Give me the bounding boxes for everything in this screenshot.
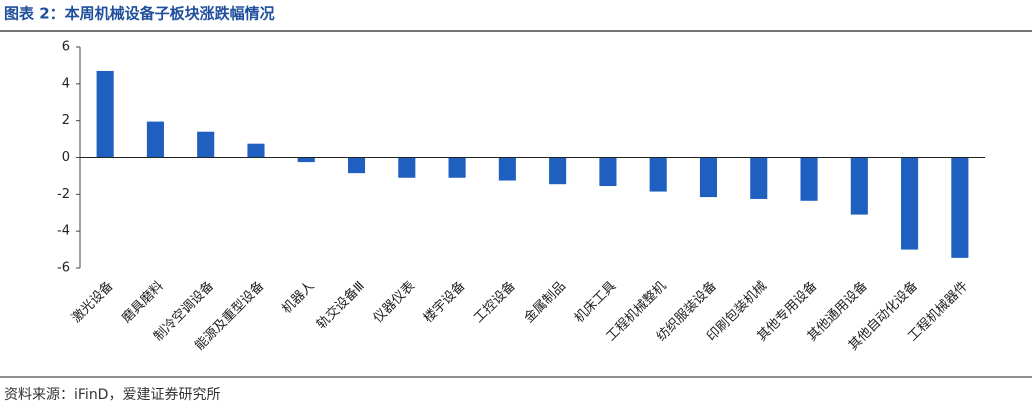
y-tick-label: 4	[62, 76, 70, 91]
bar	[347, 157, 366, 174]
x-tick-label: 机床工具	[572, 279, 619, 326]
bar	[901, 157, 919, 250]
x-tick-label: 工控设备	[471, 278, 519, 326]
x-tick-label: 轨交设备Ⅲ	[313, 278, 367, 332]
bar	[549, 157, 567, 185]
bar	[800, 157, 818, 201]
x-tick-label: 磨具磨料	[119, 279, 166, 326]
y-tick-label: 0	[62, 150, 70, 165]
x-tick-label: 激光设备	[68, 278, 116, 326]
bar	[96, 70, 114, 158]
bar	[146, 121, 164, 158]
bar	[197, 131, 215, 158]
x-tick-label: 机器人	[279, 279, 317, 317]
bar	[750, 157, 768, 199]
x-tick-label: 楼宇设备	[420, 278, 468, 326]
source: 资料来源：iFinD，爱建证券研究所	[4, 387, 220, 403]
bar	[398, 157, 416, 178]
bar	[850, 157, 868, 215]
y-tick-label: -4	[57, 224, 70, 239]
bar	[247, 143, 265, 158]
bar	[599, 157, 617, 187]
x-tick-label: 仪器仪表	[371, 279, 418, 326]
bar	[699, 157, 718, 198]
chart-title: 图表 2：本周机械设备子板块涨跌幅情况	[4, 5, 275, 23]
y-tick-label: -6	[57, 261, 70, 276]
bar	[649, 157, 667, 192]
bar	[297, 157, 315, 163]
x-tick-label: 金属制品	[521, 278, 569, 326]
y-tick-label: -2	[57, 187, 70, 202]
bar	[951, 157, 969, 258]
y-tick-label: 2	[62, 113, 70, 128]
bar	[498, 157, 516, 181]
bar	[448, 157, 466, 178]
y-tick-label: 6	[62, 40, 70, 55]
